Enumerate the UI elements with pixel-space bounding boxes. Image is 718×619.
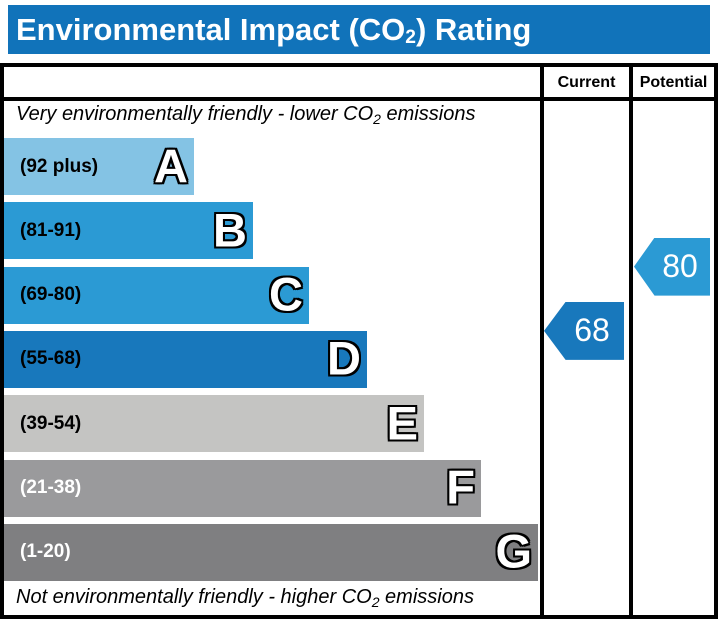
band-row-g: (1-20) G	[4, 523, 540, 581]
top-caption: Very environmentally friendly - lower CO…	[16, 103, 476, 127]
band-range-label-a: (92 plus)	[20, 155, 99, 177]
band-letter-a: A	[154, 138, 188, 192]
current-rating-arrow: 68	[544, 301, 624, 360]
band-row-f: (21-38) F	[4, 459, 540, 517]
current-column-header: Current	[557, 74, 616, 91]
band-letter-e: E	[386, 396, 418, 450]
co2-subscript: 2	[405, 27, 416, 49]
current-potential-column-divider	[629, 67, 633, 615]
band-letter-b: B	[213, 203, 247, 257]
band-bar-f: (21-38) F	[4, 459, 481, 517]
potential-column-header: Potential	[639, 74, 708, 91]
band-range-label-d: (55-68)	[20, 348, 82, 370]
band-row-c: (69-80) C	[4, 266, 540, 324]
band-bar-a: (92 plus) A	[4, 138, 194, 195]
band-bar-d: (55-68) D	[4, 330, 367, 388]
bottom-caption: Not environmentally friendly - higher CO…	[16, 586, 474, 610]
bottom-caption-text: Not environmentally friendly - higher CO	[16, 586, 372, 608]
band-letter-c: C	[269, 267, 303, 321]
band-letter-g: G	[495, 524, 532, 578]
band-letter-d: D	[327, 331, 361, 385]
bottom-caption-suffix: emissions	[379, 586, 474, 608]
band-range-label-c: (69-80)	[20, 284, 82, 306]
band-row-e: (39-54) E	[4, 395, 540, 453]
potential-rating-arrow: 80	[634, 237, 710, 296]
band-row-d: (55-68) D	[4, 330, 540, 388]
rating-table: Current Potential Very environmentally f…	[0, 63, 718, 619]
bottom-caption-co2-subscript: 2	[371, 593, 380, 610]
band-bar-b: (81-91) B	[4, 202, 253, 260]
band-row-a: (92 plus) A	[4, 138, 540, 195]
band-range-label-b: (81-91)	[20, 219, 82, 241]
band-range-label-e: (39-54)	[20, 412, 82, 434]
top-caption-text: Very environmentally friendly - lower CO	[16, 103, 374, 125]
top-caption-co2-subscript: 2	[373, 110, 381, 127]
band-bar-e: (39-54) E	[4, 395, 424, 453]
band-bar-g: (1-20) G	[4, 523, 538, 581]
chart-title-suffix: ) Rating	[415, 12, 532, 47]
chart-title-text: Environmental Impact (CO	[16, 12, 406, 47]
chart-title-bar: Environmental Impact (CO2) Rating	[8, 5, 710, 54]
band-letter-f: F	[446, 460, 475, 514]
band-range-label-g: (1-20)	[20, 541, 71, 563]
current-rating-value: 68	[574, 312, 610, 349]
band-row-b: (81-91) B	[4, 202, 540, 260]
chart-current-column-divider	[540, 67, 544, 615]
band-range-label-f: (21-38)	[20, 477, 82, 498]
header-row-divider	[4, 97, 714, 101]
band-bar-c: (69-80) C	[4, 266, 309, 324]
potential-rating-value: 80	[662, 248, 698, 285]
chart-title: Environmental Impact (CO2) Rating	[16, 12, 532, 49]
top-caption-suffix: emissions	[380, 103, 476, 125]
